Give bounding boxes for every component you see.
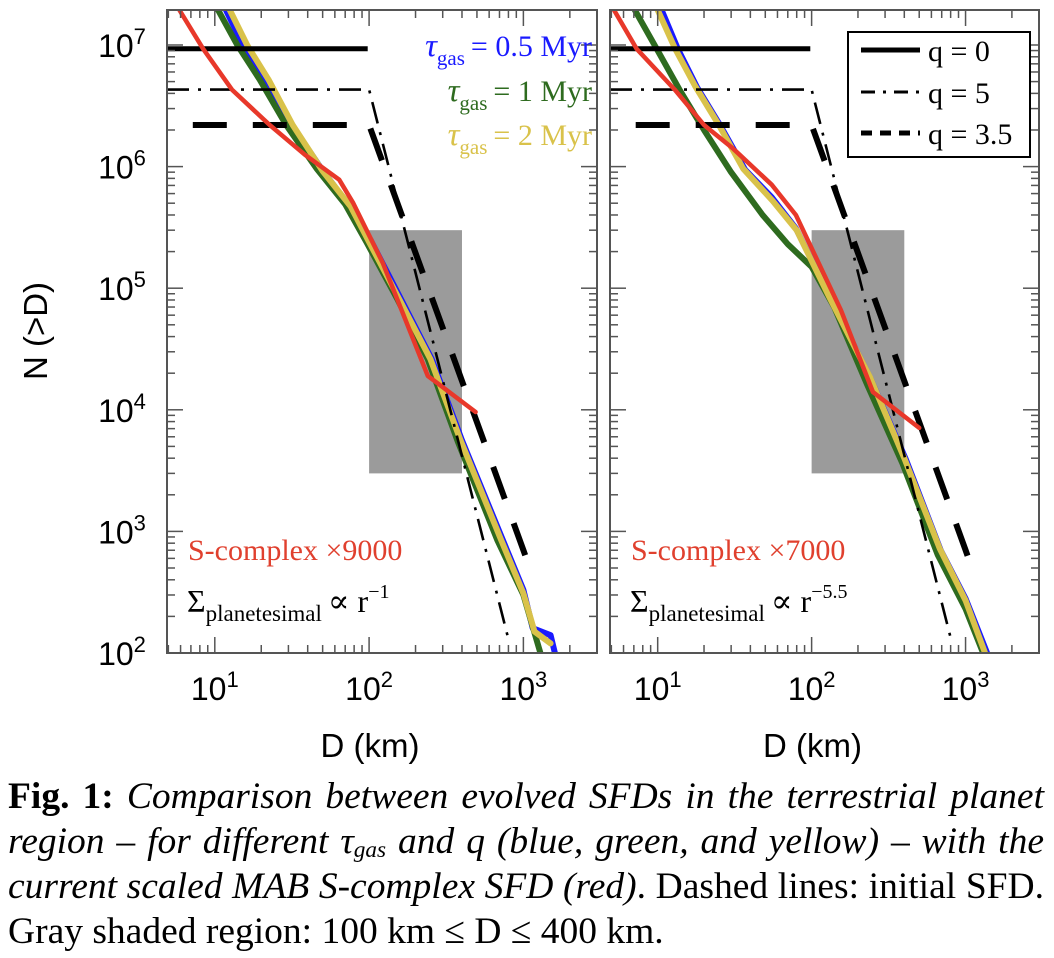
tick-base: 10	[98, 636, 134, 672]
series-initial-q-5	[167, 88, 510, 640]
legend-value: = 1 Myr	[493, 75, 592, 108]
tick-exponent: 2	[134, 632, 146, 657]
tau-subscript: gas	[437, 46, 465, 70]
y-axis-label: N (>D)	[17, 282, 54, 380]
legend-value: = 0.5 Myr	[471, 30, 592, 63]
legend-entry-tau-gas: τgas = 1 Myr	[448, 73, 592, 115]
series-s-complex-x7000	[611, 10, 922, 431]
sigma-exponent: −1	[368, 581, 389, 603]
scaling-annotation: S-complex ×7000	[631, 534, 845, 567]
axes-frame	[609, 9, 1040, 654]
y-tick-label: 102	[98, 632, 146, 672]
tick-exponent: 1	[669, 667, 681, 692]
sigma-annotation: Σplanetesimal ∝ r−1	[187, 581, 389, 626]
y-tick-label: 103	[98, 510, 146, 550]
sigma-symbol: Σ	[187, 583, 206, 619]
tick-base: 10	[634, 671, 670, 707]
x-tick-label: 101	[191, 667, 239, 707]
tick-exponent: 1	[226, 667, 238, 692]
axes-frame	[166, 9, 598, 654]
tick-base: 10	[942, 671, 978, 707]
sigma-subscript: planetesimal	[206, 601, 322, 626]
x-tick-label: 101	[634, 667, 682, 707]
figure-caption: Fig. 1: Comparison between evolved SFDs …	[8, 774, 1044, 954]
x-tick-label: 103	[499, 667, 547, 707]
series-initial-q-3-5	[635, 122, 978, 576]
legend-label: q = 5	[928, 77, 990, 110]
caption-italic-text-2: and q (blue, green, and yellow) – with t…	[8, 821, 1044, 907]
series-tau-gas-1-myr	[631, 10, 987, 653]
tick-base: 10	[98, 393, 134, 429]
y-tick-label: 104	[98, 389, 146, 429]
y-tick-label: 106	[98, 146, 146, 186]
caption-italic-text-1: Comparison between evolved SFDs in the t…	[8, 776, 1044, 862]
tick-base: 10	[98, 28, 134, 64]
sigma-proportional: ∝ r	[771, 583, 812, 619]
caption-italic-part: Comparison between evolved SFDs in the t…	[8, 776, 1044, 907]
legend-label: q = 0	[928, 35, 990, 68]
caption-fig-label: Fig. 1:	[8, 776, 114, 817]
plot-area	[167, 10, 558, 653]
tick-exponent: 6	[134, 146, 146, 171]
legend-value: = 2 Myr	[493, 119, 592, 152]
tick-exponent: 3	[535, 667, 547, 692]
tick-exponent: 7	[134, 24, 146, 49]
tick-base: 10	[98, 271, 134, 307]
caption-plain-text: . Dashed lines: initial SFD. Gray shaded…	[8, 866, 1044, 952]
tick-base: 10	[345, 671, 381, 707]
tau-symbol: τ	[448, 73, 461, 109]
sigma-subscript: planetesimal	[649, 601, 765, 626]
x-tick-label: 102	[788, 667, 836, 707]
x-axis-label: D (km)	[321, 727, 420, 764]
legend-label: q = 3.5	[928, 118, 1012, 151]
sigma-symbol: Σ	[630, 583, 649, 619]
y-tick-label: 107	[98, 24, 146, 64]
scaling-annotation: S-complex ×9000	[188, 534, 402, 567]
plot-area	[610, 10, 991, 653]
series-tau-gas-2-myr	[654, 10, 989, 653]
x-tick-label: 103	[942, 667, 990, 707]
tick-exponent: 2	[381, 667, 393, 692]
series-s-complex-x9000	[177, 10, 478, 415]
tick-exponent: 3	[977, 667, 989, 692]
y-tick-label: 105	[98, 267, 146, 307]
legend-entry-tau-gas: τgas = 2 Myr	[448, 117, 592, 159]
tau-symbol: τ	[448, 117, 461, 153]
series-initial-q-5	[610, 88, 953, 642]
tick-exponent: 2	[823, 667, 835, 692]
tick-exponent: 3	[134, 510, 146, 535]
tick-exponent: 5	[134, 267, 146, 292]
tau-subscript: gas	[459, 91, 487, 115]
series-initial-q-3-5	[192, 122, 536, 576]
tick-base: 10	[788, 671, 824, 707]
caption-tau-subscript: gas	[353, 837, 387, 864]
tau-subscript: gas	[459, 135, 487, 159]
x-tick-label: 102	[345, 667, 393, 707]
x-axis-label: D (km)	[763, 727, 862, 764]
tick-base: 10	[98, 514, 134, 550]
tick-base: 10	[98, 150, 134, 186]
sigma-proportional: ∝ r	[328, 583, 369, 619]
tick-exponent: 4	[134, 389, 146, 414]
tick-base: 10	[499, 671, 535, 707]
sigma-exponent: −5.5	[811, 581, 847, 603]
tick-base: 10	[191, 671, 227, 707]
legend-entry-tau-gas: τgas = 0.5 Myr	[425, 28, 592, 70]
legend-box	[847, 31, 1031, 158]
sigma-annotation: Σplanetesimal ∝ r−5.5	[630, 581, 847, 626]
tau-symbol: τ	[425, 28, 438, 64]
